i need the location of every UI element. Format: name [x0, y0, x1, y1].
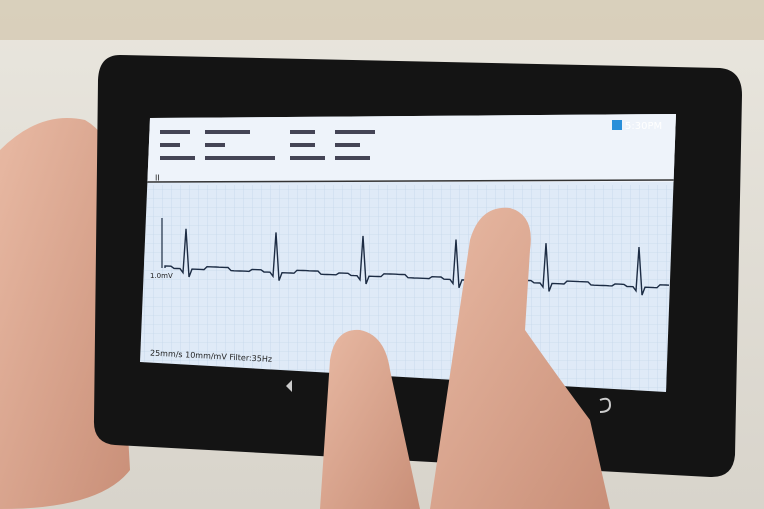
ecg-grid — [130, 185, 690, 395]
page: II 1.0mV 25mm/s 10mm/mV Filter:35Hz 5:30… — [0, 0, 764, 509]
shelf — [0, 0, 764, 40]
status-icon — [612, 120, 622, 130]
lead-label: II — [155, 174, 160, 183]
status-time: 5:30PM — [625, 121, 662, 132]
photo: II 1.0mV 25mm/s 10mm/mV Filter:35Hz 5:30… — [0, 0, 764, 509]
scale-label: 1.0mV — [150, 272, 173, 280]
